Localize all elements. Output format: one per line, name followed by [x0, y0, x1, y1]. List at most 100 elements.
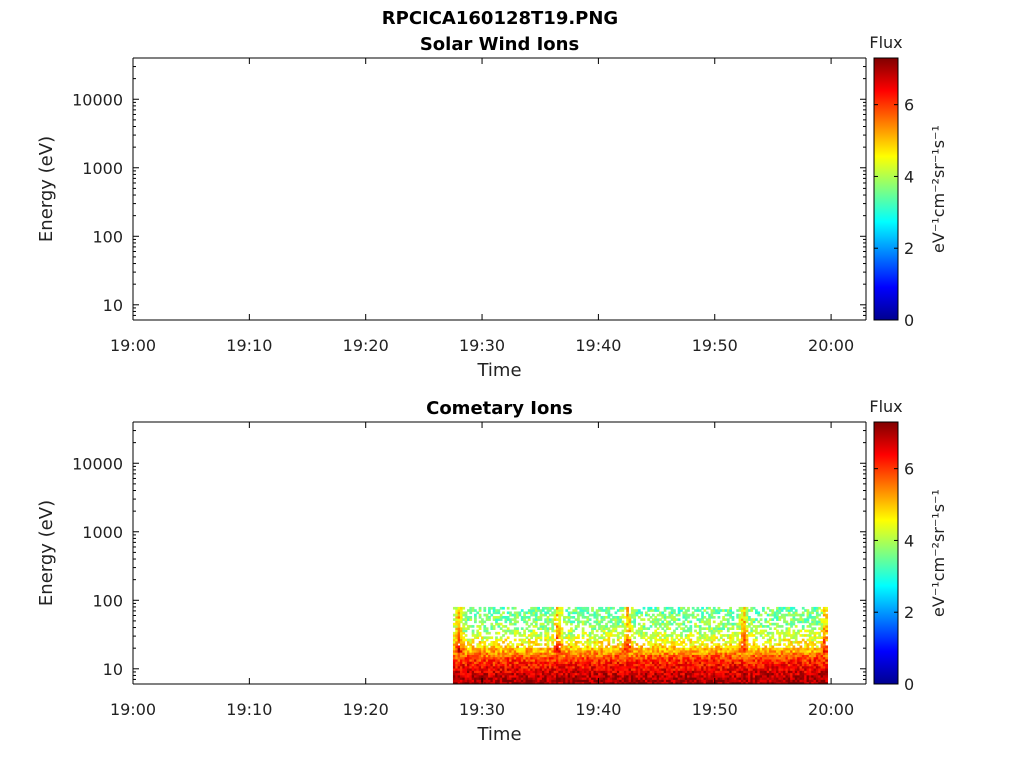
heatmap-cell [518, 659, 522, 662]
heatmap-cell [694, 629, 697, 633]
heatmap-cell [808, 654, 812, 658]
heatmap-cell [490, 679, 494, 683]
heatmap-cell [668, 677, 672, 680]
heatmap-cell [785, 620, 789, 624]
heatmap-cell [825, 661, 828, 664]
heatmap-cell [722, 647, 725, 651]
heatmap-cell [513, 622, 517, 626]
heatmap-cell [712, 665, 716, 669]
heatmap-cell [729, 656, 732, 660]
heatmap-cell [506, 672, 510, 676]
heatmap-cell [799, 659, 803, 662]
heatmap-cell [654, 636, 658, 640]
heatmap-cell [455, 631, 459, 635]
heatmap-cell [806, 638, 810, 642]
heatmap-cell [811, 652, 814, 655]
heatmap-cell [609, 663, 613, 667]
heatmap-cell [712, 609, 716, 612]
heatmap-cell [502, 674, 505, 678]
heatmap-cell [593, 677, 597, 680]
heatmap-cell [513, 613, 517, 617]
heatmap-cell [680, 663, 683, 667]
colorbar-tick-label: 0 [904, 311, 914, 330]
heatmap-cell [705, 654, 709, 658]
heatmap-cell [455, 638, 459, 642]
heatmap-cell [778, 672, 782, 676]
heatmap-cell [537, 665, 540, 669]
heatmap-cell [651, 670, 655, 674]
heatmap-cell [483, 672, 487, 676]
heatmap-cell [773, 679, 777, 683]
heatmap-cell [630, 672, 634, 676]
heatmap-cell [551, 627, 555, 630]
heatmap-cell [787, 670, 791, 674]
heatmap-cell [705, 679, 709, 683]
heatmap-cell [740, 645, 744, 649]
heatmap-cell [462, 674, 466, 678]
heatmap-cell [478, 627, 482, 630]
heatmap-cell [502, 665, 505, 669]
heatmap-cell [628, 679, 632, 683]
heatmap-cell [670, 618, 674, 621]
heatmap-cell [600, 661, 604, 664]
heatmap-cell [572, 672, 576, 676]
x-tick-label: 19:10 [226, 336, 272, 355]
heatmap-cell [492, 672, 496, 676]
heatmap-cell [591, 609, 594, 612]
heatmap-cell [469, 659, 473, 662]
heatmap-cell [555, 672, 559, 676]
heatmap-cell [551, 647, 555, 651]
heatmap-cell [712, 679, 716, 683]
heatmap-cell [752, 634, 756, 637]
heatmap-cell [502, 611, 505, 615]
heatmap-cell [497, 645, 501, 649]
heatmap-cell [677, 677, 681, 680]
heatmap-cell [516, 613, 519, 617]
heatmap-cell [471, 638, 475, 642]
heatmap-cell [497, 638, 501, 642]
heatmap-cell [551, 679, 555, 683]
heatmap-cell [670, 643, 674, 646]
heatmap-cell [577, 622, 580, 626]
heatmap-cell [640, 670, 644, 674]
heatmap-cell [511, 622, 515, 626]
heatmap-cell [633, 631, 636, 635]
heatmap-cell [820, 609, 824, 612]
heatmap-cell [581, 647, 585, 651]
heatmap-cell [750, 609, 754, 612]
heatmap-cell [743, 668, 747, 671]
heatmap-cell [644, 668, 648, 671]
heatmap-cell [801, 668, 805, 671]
heatmap-cell [776, 654, 779, 658]
heatmap-cell [555, 609, 559, 612]
heatmap-cell [474, 659, 477, 662]
heatmap-cell [654, 681, 658, 685]
heatmap-cell [705, 622, 709, 626]
heatmap-cell [743, 670, 747, 674]
heatmap-cell [523, 613, 526, 617]
heatmap-cell [647, 656, 651, 660]
heatmap-cell [509, 631, 512, 635]
heatmap-cell [614, 677, 618, 680]
heatmap-cell [609, 650, 613, 653]
heatmap-cell [698, 618, 702, 621]
heatmap-cell [715, 659, 718, 662]
heatmap-cell [506, 659, 510, 662]
heatmap-cell [755, 636, 758, 640]
heatmap-cell [530, 656, 533, 660]
heatmap-cell [675, 661, 679, 664]
heatmap-cell [757, 656, 761, 660]
heatmap-cell [616, 679, 620, 683]
heatmap-cell [591, 674, 594, 678]
heatmap-cell [717, 647, 721, 651]
heatmap-cell [520, 668, 524, 671]
heatmap-cell [815, 677, 819, 680]
heatmap-cell [555, 606, 559, 610]
heatmap-cell [546, 668, 550, 671]
heatmap-cell [457, 618, 461, 621]
heatmap-cell [499, 674, 503, 678]
heatmap-cell [663, 672, 667, 676]
heatmap-cell [452, 634, 456, 637]
heatmap-cell [621, 681, 625, 685]
heatmap-cell [485, 638, 489, 642]
